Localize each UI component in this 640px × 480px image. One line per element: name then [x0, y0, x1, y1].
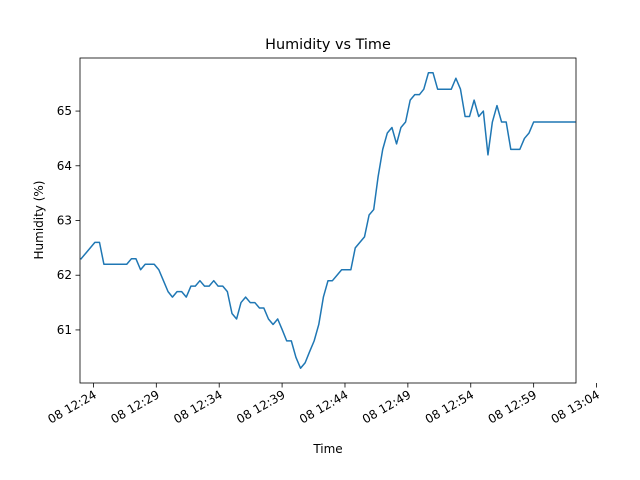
humidity-series-line	[79, 72, 576, 369]
x-tick-label: 08 12:24	[45, 387, 98, 426]
x-axis: 08 12:24 08 12:29 08 12:34 08 12:39 08 12:44…	[45, 383, 602, 426]
y-axis: 61 62 63 64 65	[57, 104, 80, 337]
y-tick-label: 61	[57, 323, 72, 337]
x-axis-label: Time	[312, 442, 342, 456]
x-tick-label: 08 12:29	[108, 387, 161, 426]
x-tick-label: 08 12:54	[423, 387, 476, 426]
y-tick-label: 64	[57, 159, 72, 173]
axes-frame	[79, 57, 577, 384]
x-tick-label: 08 12:59	[486, 387, 539, 426]
x-tick-label: 08 12:44	[297, 387, 350, 426]
y-tick-label: 65	[57, 104, 72, 118]
x-tick-label: 08 13:04	[549, 387, 602, 426]
x-tick-label: 08 12:34	[171, 387, 224, 426]
y-tick-label: 63	[57, 214, 72, 228]
y-axis-label: Humidity (%)	[32, 181, 46, 260]
x-tick-label: 08 12:39	[234, 387, 287, 426]
y-tick-label: 62	[57, 268, 72, 282]
plot-area	[79, 72, 576, 369]
chart-title: Humidity vs Time	[265, 37, 391, 53]
x-tick-label: 08 12:49	[360, 387, 413, 426]
